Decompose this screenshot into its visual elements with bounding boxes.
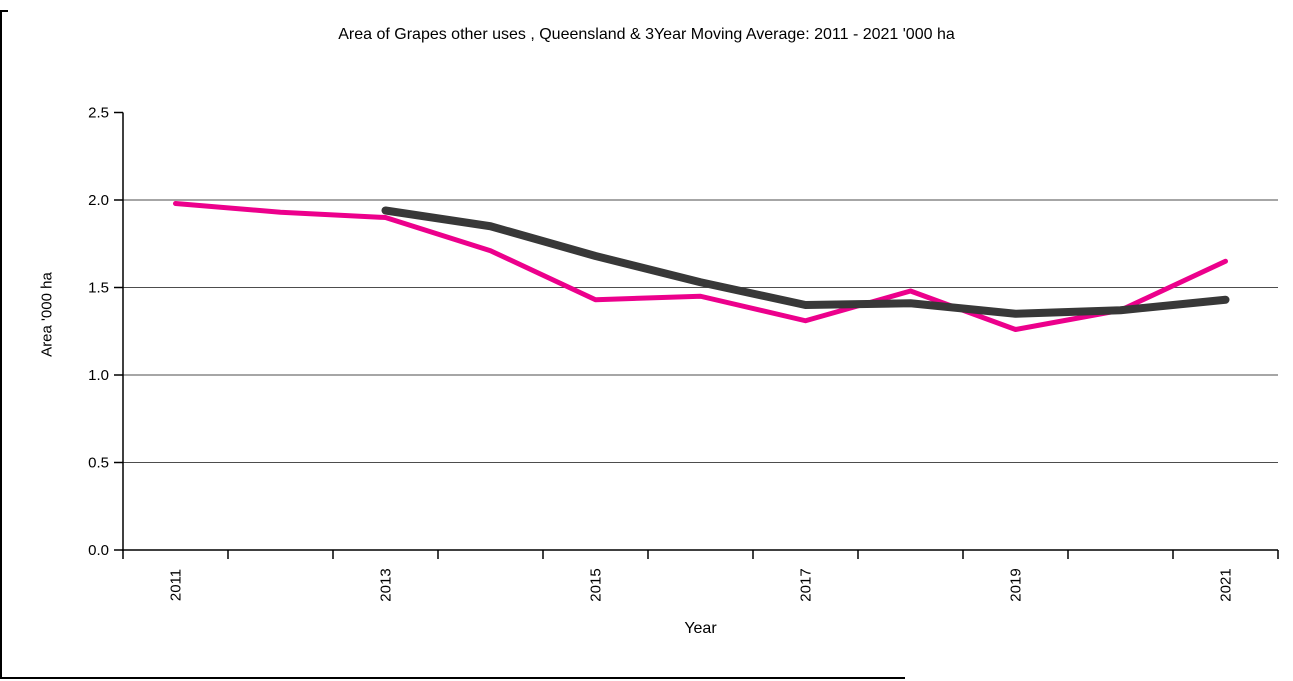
screenshot-border-left	[0, 10, 2, 677]
y-axis-tick-label: 2.0	[88, 192, 109, 209]
x-axis-tick-label: 2021	[1218, 568, 1235, 601]
x-axis-tick-label: 2017	[798, 568, 815, 601]
x-axis-tick-label: 2011	[168, 569, 185, 601]
screenshot-border-bottom	[0, 677, 905, 679]
x-axis-tick-label: 2015	[588, 568, 605, 601]
y-axis-tick-label: 0.5	[88, 455, 109, 472]
screenshot-border-top-notch	[0, 10, 8, 12]
x-axis-tick-label: 2019	[1008, 568, 1025, 601]
y-axis-tick-label: 1.5	[88, 280, 109, 297]
series-line-queensland	[173, 201, 1228, 332]
x-axis-tick-label: 2013	[378, 568, 395, 601]
y-axis-tick-label: 2.5	[88, 105, 109, 122]
chart-title: Area of Grapes other uses , Queensland &…	[338, 26, 955, 43]
series-line-3year-moving-average	[381, 206, 1230, 318]
y-axis-tick-label: 1.0	[88, 367, 109, 384]
x-axis-title: Year	[684, 620, 717, 637]
y-axis-tick-label: 0.0	[88, 542, 109, 559]
